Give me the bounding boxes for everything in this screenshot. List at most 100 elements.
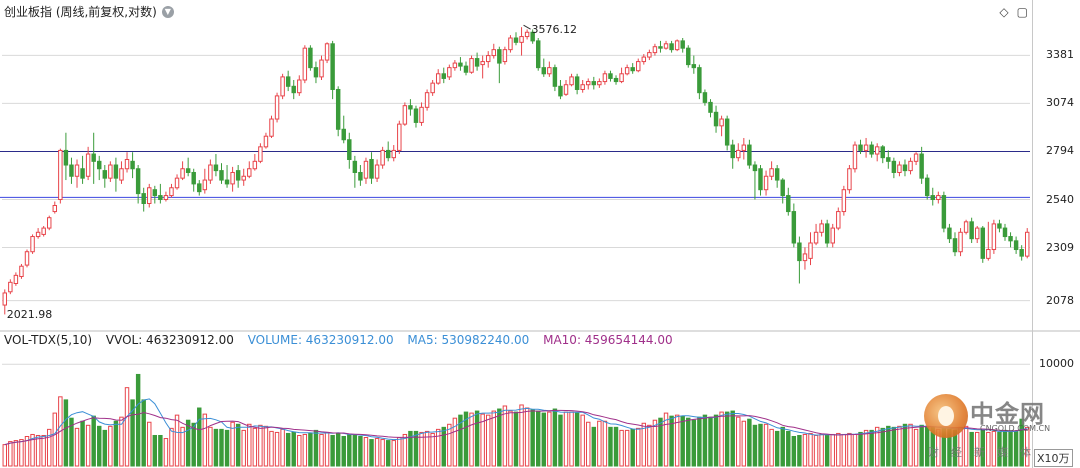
candle-body xyxy=(930,195,935,201)
volume-bar xyxy=(780,426,785,467)
volume-bar xyxy=(408,430,413,467)
candle-body xyxy=(586,81,591,86)
volume-bar xyxy=(558,414,563,467)
volume-bar xyxy=(330,434,335,467)
volume-bar xyxy=(113,420,119,467)
candle-body xyxy=(630,67,635,72)
candle-body xyxy=(80,168,85,179)
candle-body xyxy=(647,52,652,58)
chevron-down-icon[interactable]: ▼ xyxy=(161,5,174,18)
candle-body xyxy=(91,153,96,162)
candle-body xyxy=(274,95,280,120)
candle-body xyxy=(608,73,613,79)
volume-bar xyxy=(85,424,91,467)
volume-bar xyxy=(30,433,35,467)
volume-bar xyxy=(569,411,574,467)
candle-body xyxy=(458,62,463,67)
candle-body xyxy=(197,183,202,193)
candle-body xyxy=(697,67,702,94)
candle-body xyxy=(691,64,697,69)
candle-body xyxy=(2,292,8,306)
volume-bar xyxy=(841,433,847,467)
volume-bar xyxy=(185,419,191,467)
volume-bar xyxy=(191,422,196,467)
candle-body xyxy=(385,149,391,159)
volume-bar xyxy=(797,434,802,467)
ma10-value: MA10: 459654144.00 xyxy=(543,333,673,347)
volume-bar xyxy=(35,434,41,467)
volume-bar xyxy=(302,433,308,467)
volume-bar xyxy=(241,429,246,467)
volume-bar xyxy=(447,423,452,467)
candle-body xyxy=(19,265,24,278)
candle-body xyxy=(191,171,196,185)
volume-bar xyxy=(624,429,630,467)
candle-body xyxy=(202,179,208,191)
volume-bar xyxy=(63,399,69,467)
candle-body xyxy=(869,144,874,155)
candle-body xyxy=(536,40,541,69)
candle-body xyxy=(441,73,446,79)
candle-body xyxy=(941,195,947,229)
candle-body xyxy=(730,144,735,159)
volume-bar xyxy=(435,428,441,467)
volume-indicator-bar: VOL-TDX(5,10) VVOL: 463230912.00 VOLUME:… xyxy=(4,333,683,347)
volume-bar xyxy=(713,414,719,467)
ma5-value: MA5: 530982240.00 xyxy=(407,333,530,347)
volume-bar xyxy=(108,425,113,467)
candle-body xyxy=(63,149,69,166)
volume-bar xyxy=(474,410,480,467)
volume-bar xyxy=(458,414,463,467)
candle-body xyxy=(219,170,224,181)
candle-body xyxy=(491,49,496,57)
volume-bar xyxy=(180,426,185,467)
candle-body xyxy=(547,67,552,75)
volume-unit-label: X10万 xyxy=(1034,449,1073,467)
candle-body xyxy=(963,221,969,233)
volume-bar xyxy=(41,434,46,467)
candle-body xyxy=(224,179,230,185)
volume-bar xyxy=(124,387,130,467)
candle-body xyxy=(641,56,647,63)
candle-body xyxy=(8,281,13,293)
candle-body xyxy=(508,37,513,51)
candle-body xyxy=(280,76,285,97)
volume-bar xyxy=(485,414,491,467)
volume-bar xyxy=(424,430,430,467)
volume-bar xyxy=(619,429,624,467)
volume-bar xyxy=(430,432,435,467)
price-tick-label: 3074 xyxy=(1046,96,1074,110)
candle-body xyxy=(952,238,958,253)
volume-bar xyxy=(463,411,469,467)
volume-bar xyxy=(174,414,180,467)
volume-bar xyxy=(724,411,730,467)
volume-bar xyxy=(986,431,991,467)
volume-bar xyxy=(824,434,830,467)
vol-indicator-name[interactable]: VOL-TDX(5,10) xyxy=(4,333,93,347)
volume-bar xyxy=(235,423,241,467)
volume-bar xyxy=(374,438,380,467)
candle-body xyxy=(463,65,469,73)
window-icon[interactable]: ▢ xyxy=(1016,5,1028,19)
candle-body xyxy=(819,223,824,233)
candle-body xyxy=(424,92,430,108)
candle-body xyxy=(597,81,602,86)
candle-body xyxy=(747,144,752,166)
volume-bar xyxy=(847,432,852,467)
vvol-value: VVOL: 463230912.00 xyxy=(105,333,234,347)
volume-bar xyxy=(791,436,797,467)
candle-body xyxy=(719,118,724,127)
candle-body xyxy=(119,168,124,181)
volume-bar xyxy=(313,429,319,467)
candle-body xyxy=(13,274,19,285)
volume-bar xyxy=(697,416,702,467)
volume-bar xyxy=(902,423,908,467)
candle-body xyxy=(886,157,891,162)
volume-bar xyxy=(880,427,885,467)
candle-body xyxy=(863,144,869,151)
volume-bar xyxy=(263,425,269,467)
volume-bar xyxy=(886,425,891,467)
volume-bar xyxy=(591,426,597,467)
diamond-icon[interactable]: ◇ xyxy=(999,5,1009,19)
